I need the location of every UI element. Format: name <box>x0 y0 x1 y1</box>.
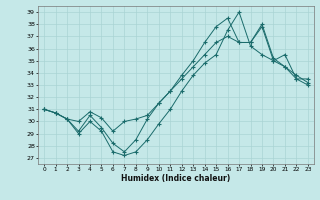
X-axis label: Humidex (Indice chaleur): Humidex (Indice chaleur) <box>121 174 231 183</box>
